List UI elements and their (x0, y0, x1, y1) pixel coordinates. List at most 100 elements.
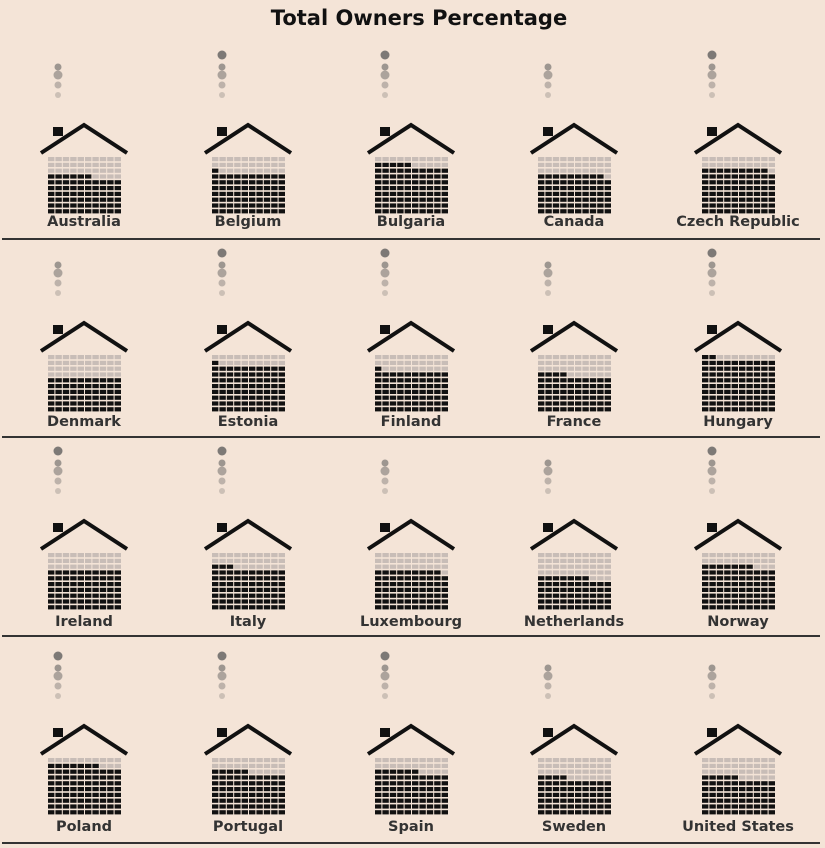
non-owner-cell (538, 366, 545, 371)
owner-cell (404, 372, 411, 377)
owner-cell (241, 191, 248, 196)
owner-cell (249, 395, 256, 400)
owner-cell (256, 792, 263, 797)
owner-cell (77, 389, 84, 394)
owner-cell (249, 775, 256, 780)
owner-cell (92, 763, 99, 768)
owner-cell (85, 180, 92, 185)
owner-cell (567, 191, 574, 196)
non-owner-cell (263, 558, 271, 563)
owner-cell (263, 587, 271, 592)
owner-cell (702, 407, 709, 412)
owner-cell (731, 787, 738, 792)
owner-cell (746, 605, 753, 610)
owner-cell (382, 593, 389, 598)
non-owner-cell (560, 769, 567, 774)
owner-cell (768, 605, 775, 610)
non-owner-cell (212, 157, 219, 162)
non-owner-cell (256, 769, 263, 774)
owner-cell (375, 384, 382, 389)
owner-cell (271, 605, 278, 610)
owner-cell (77, 197, 84, 202)
owner-cell (560, 191, 567, 196)
owner-cell (62, 209, 70, 214)
owner-cell (107, 570, 114, 575)
owner-cell (212, 564, 219, 569)
owner-cell (234, 174, 241, 179)
house-bulgaria (366, 50, 456, 214)
owner-cell (404, 197, 411, 202)
owner-cell (256, 209, 263, 214)
non-owner-cell (271, 758, 278, 763)
owner-cell (426, 792, 434, 797)
non-owner-cell (589, 355, 597, 360)
non-owner-cell (604, 168, 611, 173)
owner-cell (256, 576, 263, 581)
owner-cell (404, 798, 411, 803)
owner-cell (256, 366, 263, 371)
owner-cell (724, 593, 731, 598)
non-owner-cell (263, 157, 271, 162)
non-owner-cell (397, 758, 404, 763)
owner-cell (768, 395, 775, 400)
owner-cell (397, 407, 404, 412)
owner-cell (278, 810, 285, 815)
owner-cell (589, 810, 597, 815)
smoke-puff (53, 446, 63, 456)
non-owner-cell (77, 558, 84, 563)
owner-cell (92, 384, 99, 389)
owner-cell (768, 360, 775, 365)
owner-cell (702, 576, 709, 581)
owner-cell (731, 389, 738, 394)
owner-cell (271, 366, 278, 371)
owner-cell (226, 378, 234, 383)
owner-cell (709, 355, 716, 360)
non-owner-cell (412, 758, 419, 763)
owner-cell (746, 593, 753, 598)
owner-cell (716, 395, 724, 400)
owner-cell (426, 168, 434, 173)
owner-cell (582, 384, 589, 389)
owner-cell (589, 389, 597, 394)
owner-cell (716, 174, 724, 179)
owner-cell (375, 605, 382, 610)
non-owner-cell (702, 553, 709, 558)
non-owner-cell (768, 355, 775, 360)
non-owner-cell (397, 366, 404, 371)
owner-cell (226, 587, 234, 592)
owner-cell (746, 599, 753, 604)
non-owner-cell (538, 157, 545, 162)
non-owner-cell (589, 775, 597, 780)
owner-cell (219, 378, 226, 383)
owner-cell (441, 576, 448, 581)
owner-cell (753, 180, 761, 185)
non-owner-cell (746, 758, 753, 763)
owner-cell (92, 191, 99, 196)
non-owner-cell (278, 553, 285, 558)
house-hungary (693, 248, 783, 412)
owner-cell (48, 792, 55, 797)
owner-cell (404, 582, 411, 587)
owner-cell (419, 810, 426, 815)
owner-cell (85, 401, 92, 406)
owner-cell (753, 168, 761, 173)
smoke-puff (544, 477, 552, 485)
non-owner-cell (434, 558, 441, 563)
owner-cell (746, 792, 753, 797)
owner-cell (768, 792, 775, 797)
non-owner-cell (589, 758, 597, 763)
owner-cell (702, 593, 709, 598)
owner-cell (552, 781, 560, 786)
owner-cell (263, 186, 271, 191)
non-owner-cell (389, 558, 397, 563)
owner-cell (99, 781, 107, 786)
owner-cell (77, 792, 84, 797)
owner-cell (582, 587, 589, 592)
owner-cell (702, 781, 709, 786)
non-owner-cell (48, 168, 55, 173)
non-owner-cell (278, 763, 285, 768)
owner-cell (55, 810, 62, 815)
owner-cell (724, 798, 731, 803)
owner-cell (397, 769, 404, 774)
owner-cell (226, 180, 234, 185)
